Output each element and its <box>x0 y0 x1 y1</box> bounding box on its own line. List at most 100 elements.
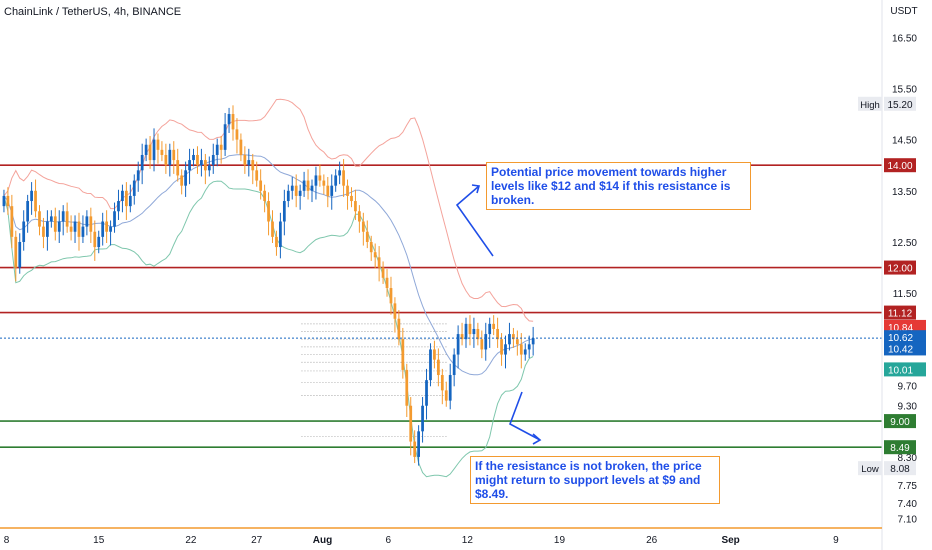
candle-body-10 <box>42 226 45 237</box>
x-axis-tick-labels: 8 15 22 27 Aug 6 12 19 26 Sep 9 <box>4 535 839 546</box>
candle-body-46 <box>184 170 187 186</box>
extreme-value-bg-low <box>884 461 916 476</box>
candle-body-118 <box>468 323 472 335</box>
candle-body-53 <box>211 154 215 166</box>
price-tag-bg-10.01 <box>884 362 926 377</box>
candle-body-109 <box>433 349 436 360</box>
candle-body-121 <box>480 339 484 350</box>
price-tag-bg-10.42 <box>884 341 926 356</box>
candle-body-75 <box>298 190 302 196</box>
candle-body-117 <box>464 323 468 340</box>
candle-body-47 <box>188 160 191 171</box>
down-arrow-head-icon <box>532 433 542 445</box>
candle-body-14 <box>57 221 61 232</box>
x-tick-19: 19 <box>554 535 566 546</box>
candle-body-29 <box>117 201 120 212</box>
price-tag-10.42: 10.42 <box>888 344 913 355</box>
price-tag-10.84: 10.84 <box>888 323 913 334</box>
candle-body-91 <box>361 221 365 232</box>
candle-body-9 <box>38 211 41 227</box>
candle-body-24 <box>97 236 101 248</box>
candle-body-16 <box>65 211 69 227</box>
up-arrow-icon <box>455 185 494 257</box>
candle-body-90 <box>358 211 361 222</box>
candle-body-26 <box>105 221 109 232</box>
candle-body-44 <box>176 160 180 176</box>
x-tick-15: 15 <box>93 535 105 546</box>
candle-body-51 <box>203 160 207 171</box>
x-tick-22: 22 <box>185 535 197 546</box>
candle-body-42 <box>168 149 172 166</box>
y-tick-12.50: 12.50 <box>892 238 917 249</box>
x-tick-Aug: Aug <box>313 535 332 546</box>
price-axis-tags: 14.0012.0011.129.008.4910.8410.6202:59:2… <box>858 96 926 476</box>
candle-body-57 <box>227 114 231 125</box>
candles <box>2 105 535 466</box>
candle-body-30 <box>121 190 124 202</box>
candle-body-72 <box>286 190 290 202</box>
candle-body-1 <box>6 195 10 207</box>
candle-body-125 <box>496 328 499 340</box>
candle-body-82 <box>326 185 330 196</box>
candle-body-119 <box>472 328 476 335</box>
level-tag-bg-11.12 <box>884 305 916 320</box>
candle-body-36 <box>144 144 148 155</box>
candle-body-130 <box>515 339 519 345</box>
candle-body-64 <box>255 170 259 181</box>
extreme-value-bg-high <box>884 96 916 111</box>
candle-body-15 <box>61 211 65 222</box>
x-tick-9: 9 <box>833 535 839 546</box>
candle-body-115 <box>456 334 460 355</box>
y-tick-9.30: 9.30 <box>898 402 918 413</box>
candle-body-100 <box>397 318 401 340</box>
candle-body-31 <box>125 190 128 207</box>
candle-body-129 <box>512 334 515 340</box>
bb-upper-line <box>3 98 534 322</box>
candle-body-3 <box>14 236 18 268</box>
candle-body-60 <box>239 139 243 155</box>
level-tag-9.00: 9.00 <box>890 417 910 428</box>
candle-body-67 <box>267 201 270 222</box>
candle-body-73 <box>290 185 294 191</box>
candle-body-128 <box>508 334 511 345</box>
candle-body-76 <box>302 180 306 191</box>
y-tick-9.70: 9.70 <box>898 381 918 392</box>
extreme-tag-bg-low <box>858 461 882 476</box>
candle-body-83 <box>330 185 334 196</box>
candle-body-127 <box>504 344 507 355</box>
currency-label[interactable]: USDT <box>890 6 918 17</box>
extreme-value-high: 15.20 <box>887 100 912 111</box>
candle-body-131 <box>519 344 523 355</box>
level-tag-14.00: 14.00 <box>887 161 912 172</box>
candle-body-92 <box>365 231 369 242</box>
candle-body-59 <box>235 129 239 140</box>
x-tick-27: 27 <box>251 535 263 546</box>
candle-body-113 <box>448 375 452 401</box>
candle-body-126 <box>500 339 503 355</box>
candle-body-63 <box>251 160 255 171</box>
x-tick-8: 8 <box>4 535 10 546</box>
candle-body-111 <box>440 375 444 391</box>
y-tick-7.75: 7.75 <box>898 481 918 492</box>
candle-body-70 <box>279 221 282 248</box>
candle-body-39 <box>156 139 160 150</box>
candle-body-86 <box>342 170 345 186</box>
candle-body-89 <box>354 201 357 212</box>
candle-body-4 <box>18 241 22 268</box>
x-tick-26: 26 <box>646 535 658 546</box>
candle-body-65 <box>259 180 263 191</box>
down-arrow-icon <box>509 391 541 441</box>
candle-body-43 <box>172 149 176 161</box>
candle-body-49 <box>196 154 199 166</box>
y-tick-15.50: 15.50 <box>892 84 917 95</box>
candle-body-105 <box>417 431 420 457</box>
x-tick-Sep: Sep <box>721 535 739 546</box>
candle-body-85 <box>338 170 342 176</box>
candle-body-88 <box>350 195 353 202</box>
symbol-title[interactable]: ChainLink / TetherUS, 4h, BINANCE <box>4 6 182 18</box>
candle-body-50 <box>200 160 203 166</box>
candle-body-110 <box>436 359 440 376</box>
candle-body-68 <box>271 221 274 237</box>
